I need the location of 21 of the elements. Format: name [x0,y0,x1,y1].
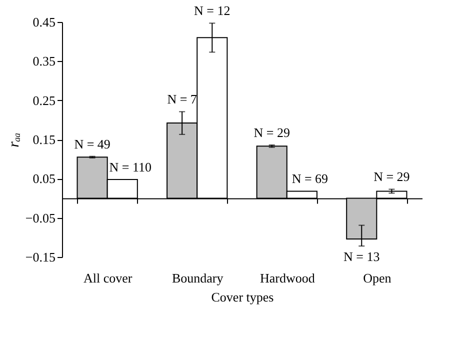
x-tick-label: Open [363,270,392,286]
x-tick-label: Boundary [172,270,224,286]
y-tick-label: −0.15 [25,250,56,264]
annotation: N = 29 [254,124,290,140]
annotation: N = 69 [292,171,328,186]
y-tick-label: 0.25 [32,92,56,108]
x-axis-title: Cover types [211,290,274,304]
annotation: N = 110 [109,159,152,174]
y-tick-label: 0.35 [32,54,56,69]
x-tick-label: Hardwood [260,270,316,286]
y-tick-label: 0.45 [32,14,56,30]
y-tick-label: 0.15 [32,132,56,147]
annotation: N = 13 [344,249,380,264]
annotation: N = 49 [74,136,110,152]
annotation: N = 29 [374,169,410,184]
y-axis-title: rₐₐ [6,132,22,148]
annotation: N = 7 [167,92,198,107]
y-tick-label: 0.05 [32,171,56,186]
annotation: N = 12 [194,3,230,18]
y-tick-label: −0.05 [25,210,56,226]
x-tick-label: All cover [83,270,133,286]
